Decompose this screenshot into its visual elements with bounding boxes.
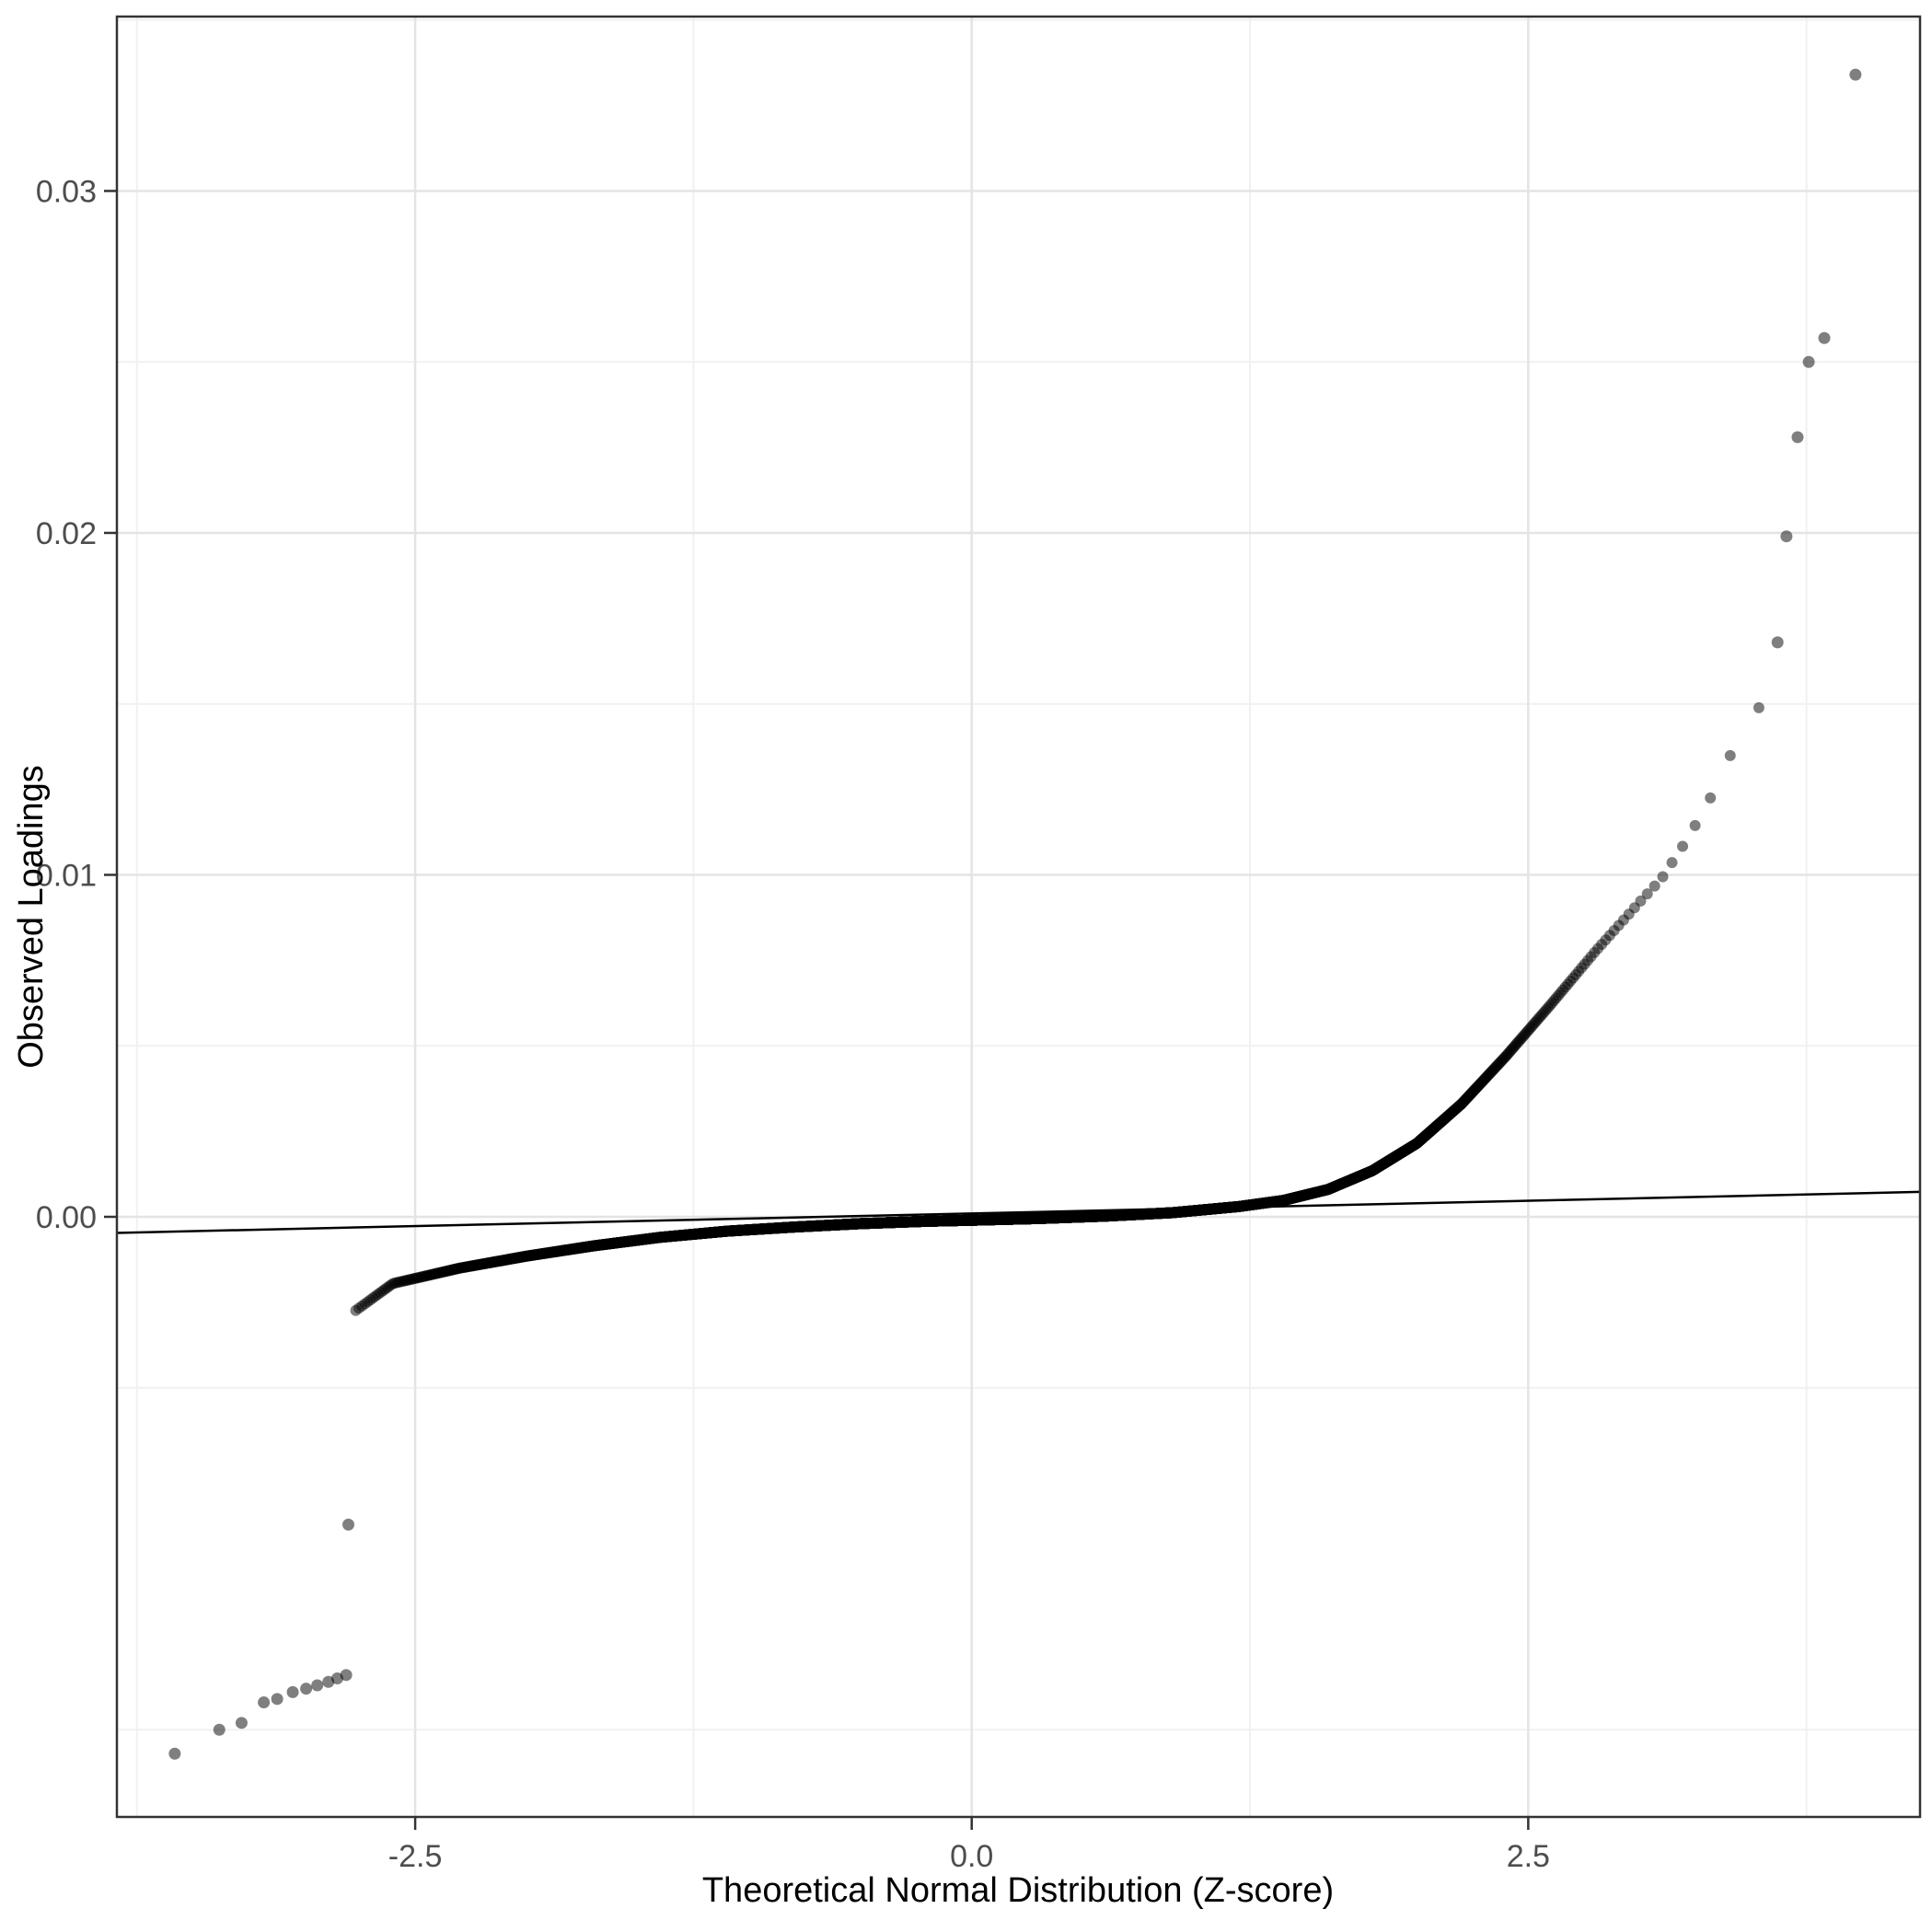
y-tick-label: 0.02 [36,516,97,551]
x-axis-tick-labels: -2.5 0.0 2.5 [388,1839,1550,1874]
minor-gridlines [117,17,1920,1817]
reference-line-layer [116,1190,1921,1234]
y-tick-label: 0.03 [36,174,97,209]
y-axis-tick-labels: 0.00 0.01 0.02 0.03 [36,174,97,1235]
x-tick-label: 0.0 [950,1839,993,1874]
axis-tick-marks [104,190,1530,1830]
y-tick-label: 0.01 [36,858,97,893]
scatter-points-layer [168,68,1862,1760]
x-axis-title: Theoretical Normal Distribution (Z-score… [702,1871,1334,1910]
y-axis-title: Observed Loadings [12,765,51,1069]
y-tick-label: 0.00 [36,1200,97,1235]
x-tick-label: 2.5 [1507,1839,1550,1874]
panel-border-layer [115,15,1922,1819]
x-tick-label: -2.5 [388,1839,443,1874]
panel-background [117,17,1920,1817]
